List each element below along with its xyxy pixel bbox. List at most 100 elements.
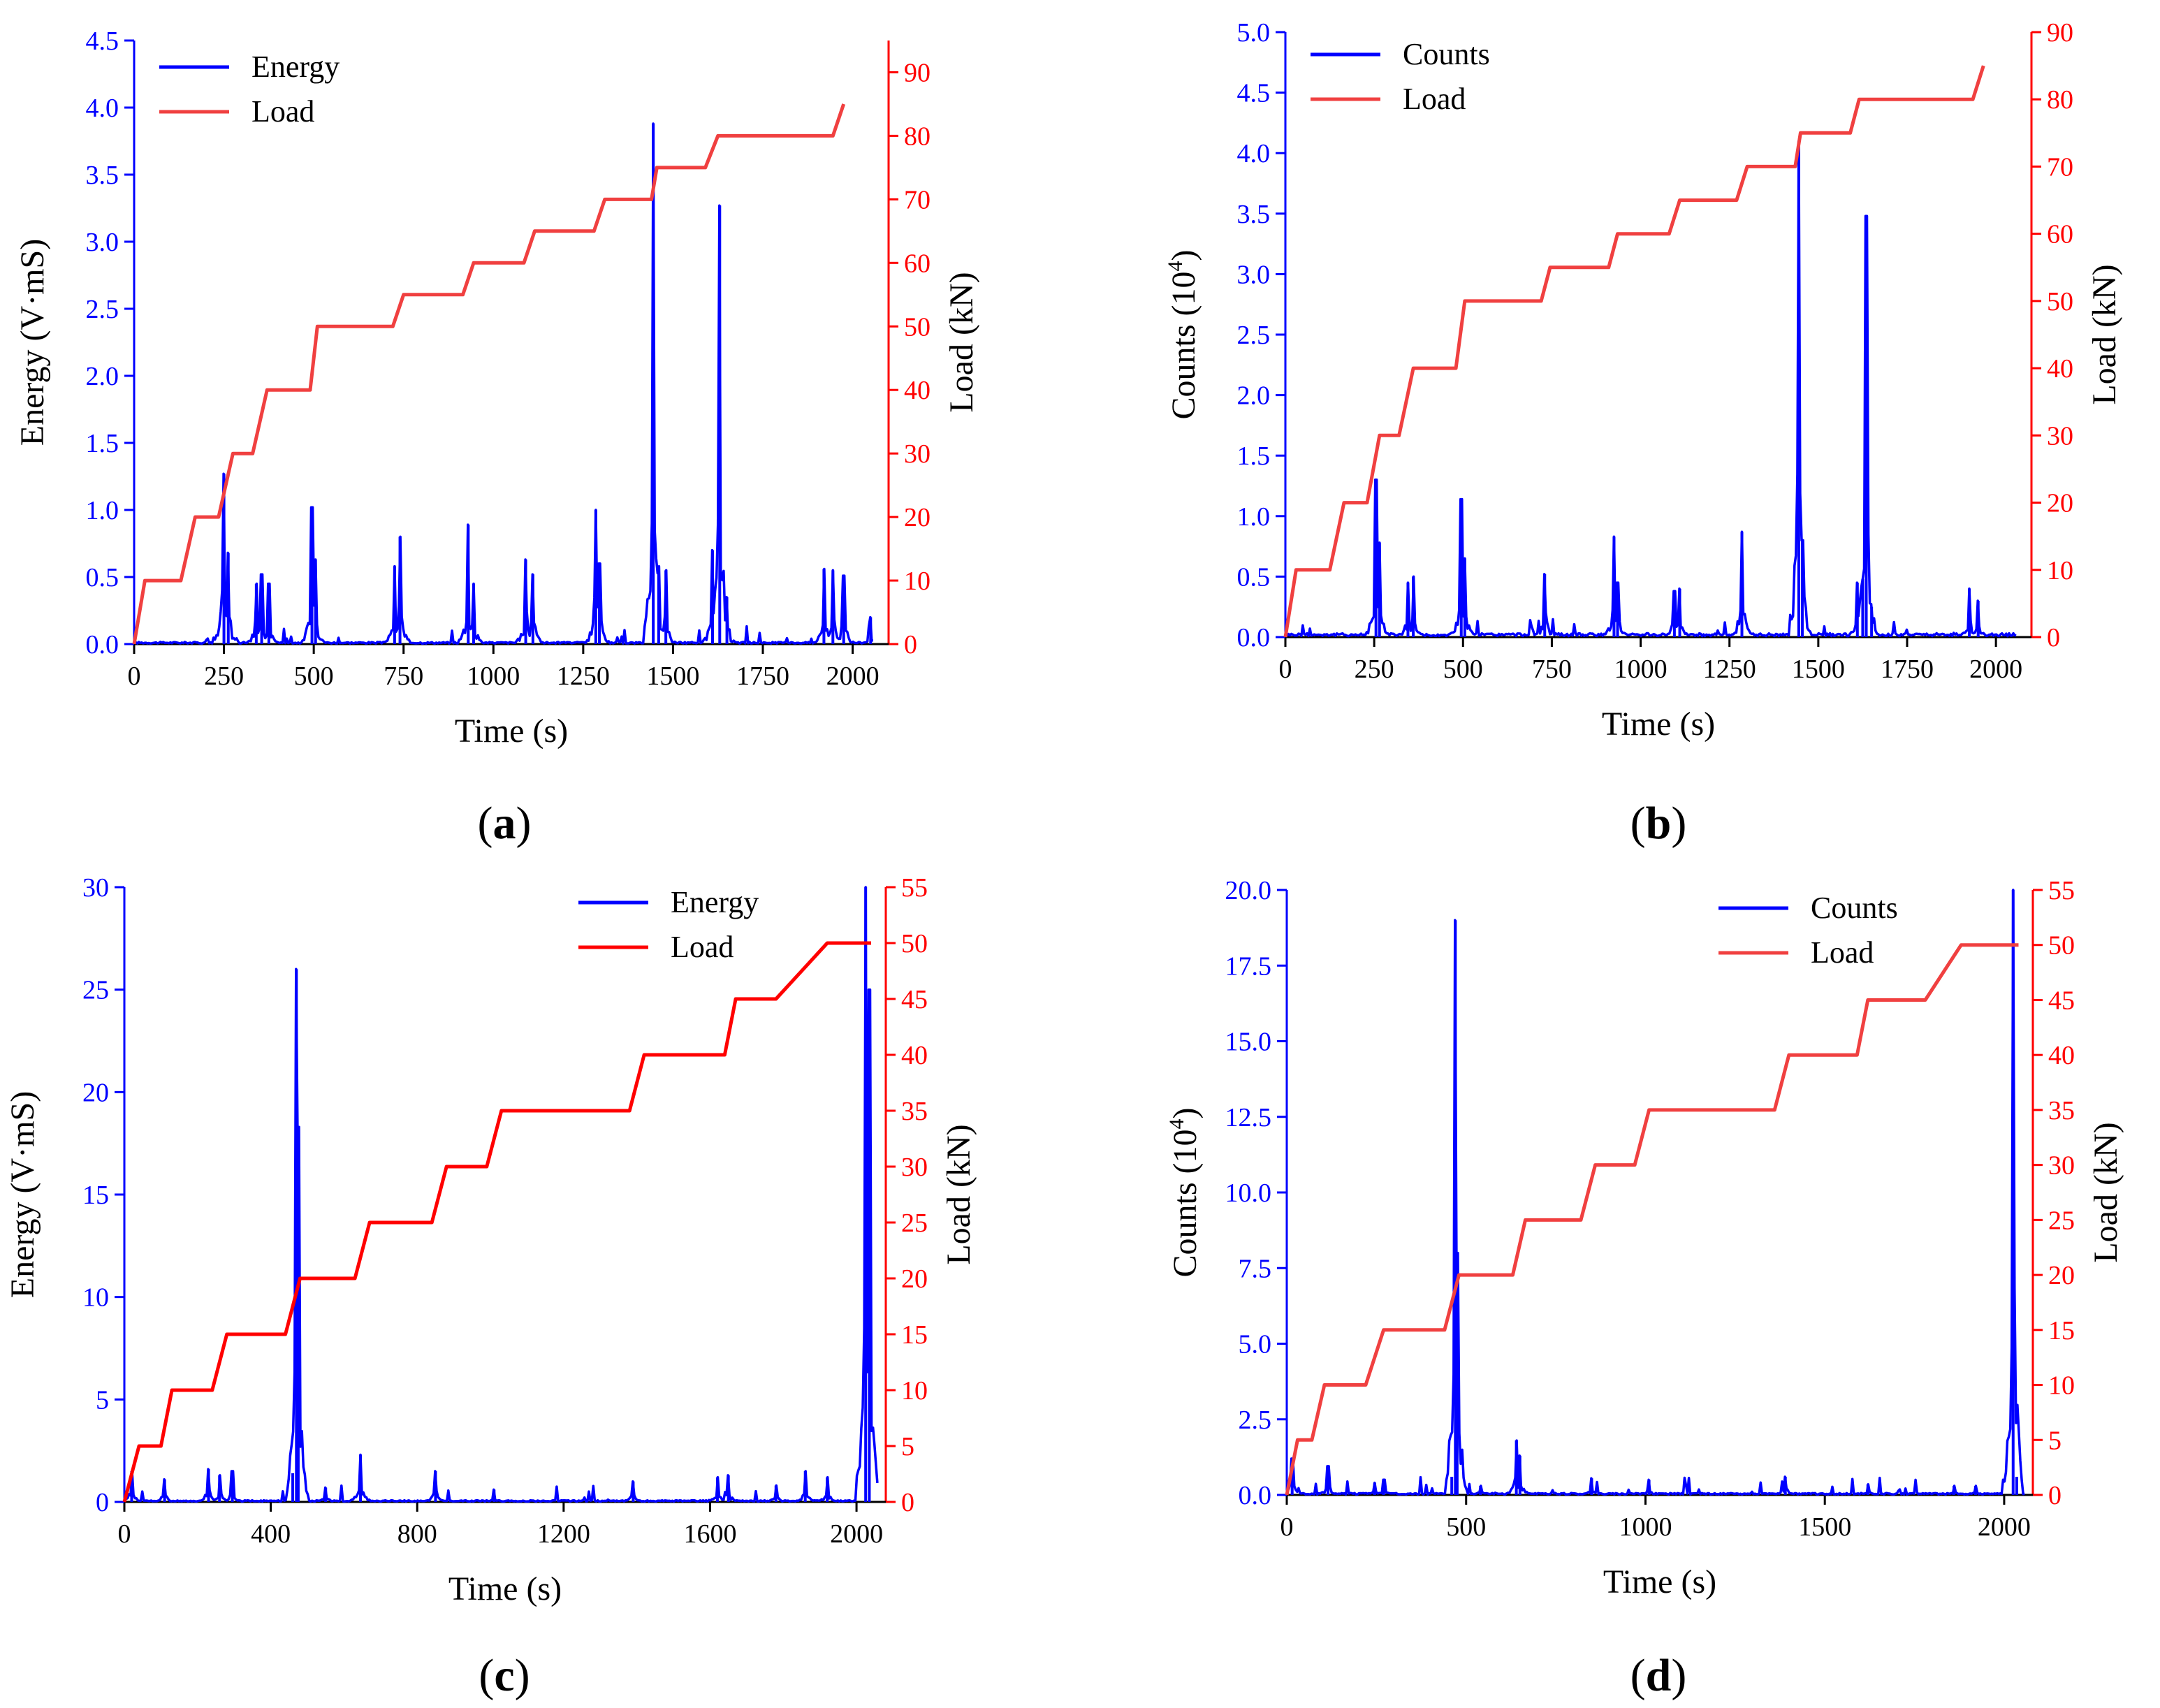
x-tick-label: 0 [1279, 655, 1292, 684]
right-tick-label: 20 [901, 1264, 928, 1294]
left-tick-label: 0.5 [1237, 562, 1271, 592]
legend-label-load: Load [251, 94, 314, 129]
left-tick-label: 5 [96, 1385, 109, 1415]
right-tick-label: 15 [2048, 1316, 2075, 1345]
x-axis-title: Time (s) [448, 1570, 562, 1607]
right-tick-label: 70 [2047, 152, 2073, 182]
right-tick-label: 0 [904, 630, 917, 659]
right-tick-label: 0 [2047, 623, 2060, 652]
right-tick-label: 55 [2048, 876, 2075, 905]
x-tick-label: 750 [384, 662, 423, 691]
right-axis-title: Load (kN) [2087, 1122, 2124, 1262]
x-tick-label: 1500 [1792, 655, 1845, 684]
right-tick-label: 30 [2048, 1151, 2075, 1181]
right-tick-label: 10 [904, 567, 931, 596]
x-tick-label: 0 [118, 1519, 131, 1549]
x-tick-label: 2000 [1969, 655, 2022, 684]
series-line-energy [135, 122, 873, 645]
x-tick-label: 2000 [1978, 1512, 2031, 1542]
x-axis-title: Time (s) [1603, 1563, 1716, 1600]
left-tick-label: 25 [82, 976, 109, 1005]
left-tick-label: 4.5 [1237, 79, 1271, 108]
left-tick-label: 20 [82, 1078, 109, 1107]
x-tick-label: 500 [294, 662, 334, 691]
legend-label-energy: Energy [251, 50, 340, 84]
left-tick-label: 0.5 [86, 563, 119, 592]
legend-label-energy: Energy [671, 885, 759, 919]
panel-label: (b) [1630, 798, 1687, 849]
x-tick-label: 500 [1443, 655, 1483, 684]
x-tick-label: 1250 [557, 662, 610, 691]
series-line-load [132, 103, 846, 645]
left-tick-label: 15.0 [1225, 1028, 1272, 1057]
x-tick-label: 1000 [1614, 655, 1668, 684]
left-axis-title: Energy (V·mS) [14, 239, 51, 446]
right-tick-label: 60 [904, 249, 931, 278]
panel-label: (a) [478, 798, 532, 849]
series-line-load [1283, 65, 1985, 638]
right-tick-label: 15 [901, 1320, 928, 1350]
right-tick-label: 60 [2047, 220, 2073, 249]
right-axis-title: Load (kN) [2086, 264, 2123, 404]
right-tick-label: 5 [901, 1432, 914, 1461]
left-tick-label: 3.0 [86, 228, 119, 257]
panel-label: (d) [1630, 1650, 1687, 1701]
right-tick-label: 40 [904, 376, 931, 405]
legend-label-counts: Counts [1403, 37, 1490, 71]
left-tick-label: 15 [82, 1181, 109, 1210]
x-tick-label: 2000 [826, 662, 880, 691]
right-tick-label: 80 [904, 122, 931, 151]
legend-label-counts: Counts [1811, 891, 1898, 925]
panel-c: 0 400 800 1200 1600 2000 Time (s) 0 5 10 15 20 25 30 0… [4, 873, 977, 1701]
x-tick-label: 800 [397, 1519, 437, 1549]
x-tick-label: 1000 [467, 662, 520, 691]
left-tick-label: 3.5 [1237, 200, 1271, 229]
left-tick-label: 2.5 [86, 295, 119, 324]
left-tick-label: 5.0 [1239, 1330, 1272, 1359]
left-tick-label: 20.0 [1225, 876, 1272, 905]
left-tick-label: 0.0 [1239, 1481, 1272, 1510]
x-tick-label: 1500 [1798, 1512, 1851, 1542]
x-tick-label: 1200 [537, 1519, 590, 1549]
left-axis-title: Energy (V·mS) [4, 1091, 41, 1298]
right-tick-label: 0 [2048, 1481, 2062, 1510]
left-tick-label: 7.5 [1239, 1254, 1272, 1283]
x-tick-label: 2000 [830, 1519, 883, 1549]
right-tick-label: 0 [901, 1488, 914, 1517]
right-tick-label: 80 [2047, 85, 2073, 115]
right-tick-label: 20 [2048, 1261, 2075, 1290]
x-tick-label: 1750 [1881, 655, 1934, 684]
right-tick-label: 25 [901, 1209, 928, 1238]
left-tick-label: 2.0 [86, 362, 119, 391]
right-tick-label: 40 [901, 1041, 928, 1070]
series-line-counts [1287, 889, 2025, 1496]
left-tick-label: 0.0 [1237, 623, 1271, 652]
right-tick-label: 90 [2047, 18, 2073, 48]
right-tick-label: 40 [2048, 1041, 2075, 1070]
right-tick-label: 40 [2047, 354, 2073, 384]
left-tick-label: 10.0 [1225, 1178, 1272, 1208]
left-tick-label: 5.0 [1237, 18, 1271, 48]
left-tick-label: 3.5 [86, 161, 119, 190]
right-axis-title: Load (kN) [940, 1124, 977, 1264]
series-line-load [122, 941, 871, 1503]
x-tick-label: 0 [128, 662, 141, 691]
right-tick-label: 35 [901, 1097, 928, 1126]
x-tick-label: 1750 [736, 662, 789, 691]
left-tick-label: 1.5 [86, 429, 119, 458]
left-axis-title: Counts (104) [1165, 1108, 1204, 1278]
left-tick-label: 4.0 [1237, 139, 1271, 168]
x-tick-label: 400 [251, 1519, 291, 1549]
right-tick-label: 50 [904, 312, 931, 342]
left-tick-label: 17.5 [1225, 951, 1272, 981]
right-tick-label: 30 [2047, 421, 2073, 451]
right-tick-label: 20 [2047, 489, 2073, 518]
right-tick-label: 25 [2048, 1206, 2075, 1235]
x-axis-title: Time (s) [1602, 706, 1715, 743]
left-tick-label: 1.0 [86, 496, 119, 525]
left-tick-label: 0.0 [86, 630, 119, 659]
left-tick-label: 30 [82, 873, 109, 903]
